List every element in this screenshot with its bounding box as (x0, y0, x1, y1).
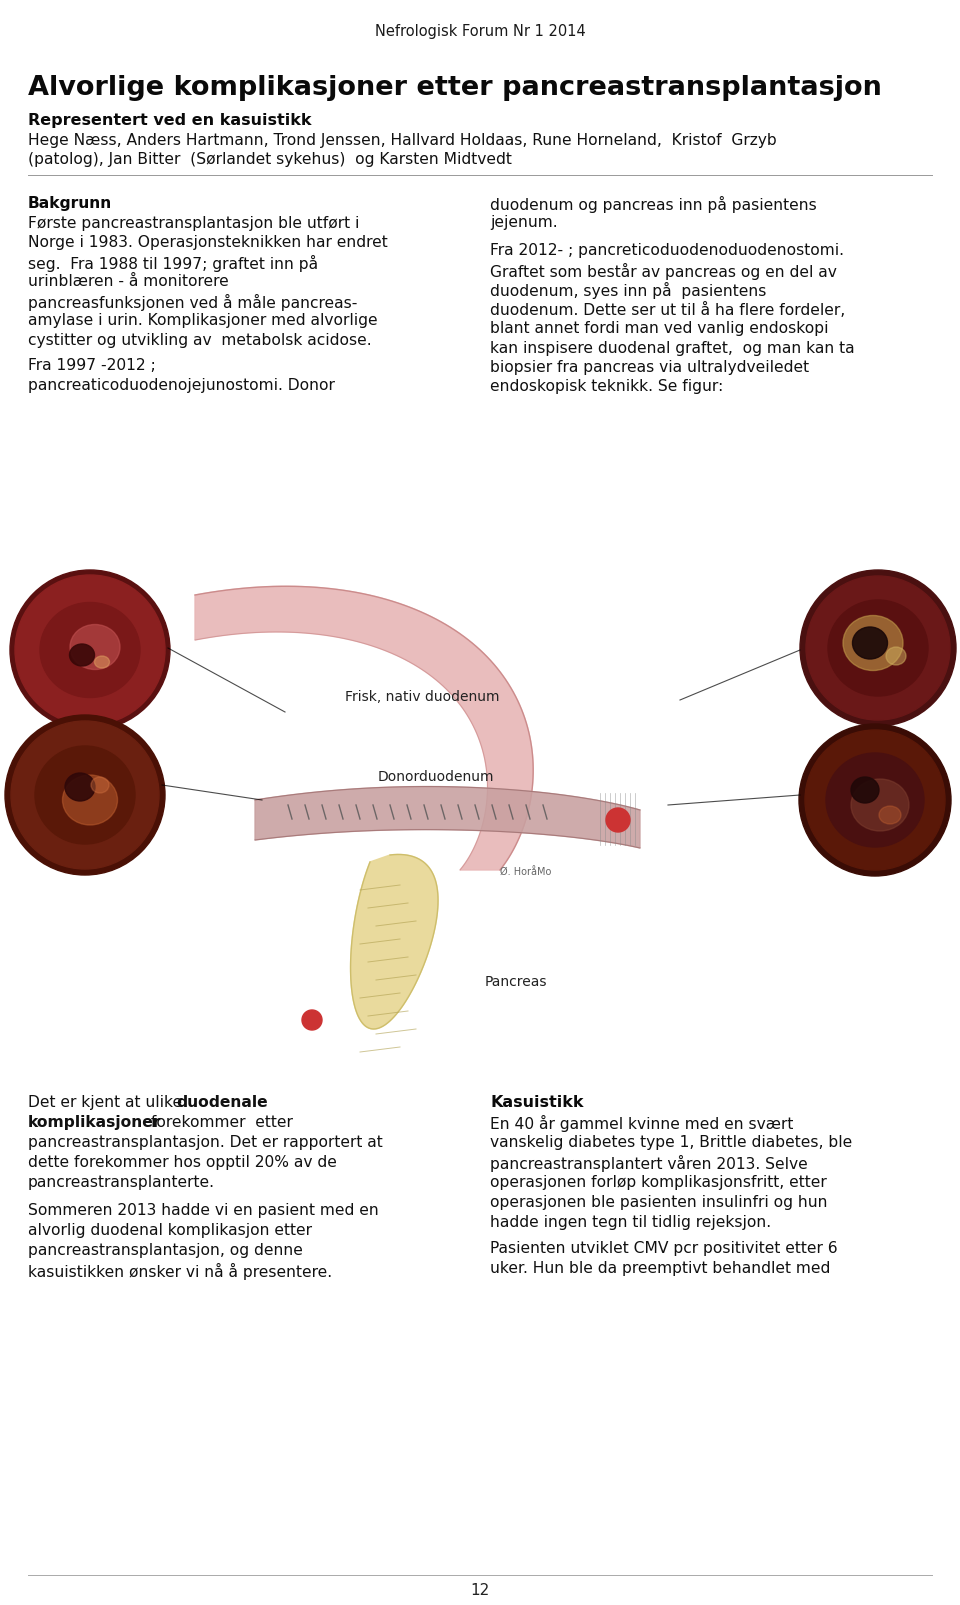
Text: duodenale: duodenale (176, 1095, 268, 1111)
Text: operasjonen ble pasienten insulinfri og hun: operasjonen ble pasienten insulinfri og … (490, 1196, 828, 1210)
Circle shape (799, 724, 951, 876)
Text: 12: 12 (470, 1583, 490, 1599)
Text: Alvorlige komplikasjoner etter pancreastransplantasjon: Alvorlige komplikasjoner etter pancreast… (28, 75, 882, 101)
Ellipse shape (40, 602, 140, 698)
Text: Graftet som består av pancreas og en del av: Graftet som består av pancreas og en del… (490, 263, 837, 279)
Circle shape (606, 807, 630, 831)
Text: operasjonen forløp komplikasjonsfritt, etter: operasjonen forløp komplikasjonsfritt, e… (490, 1175, 827, 1189)
Ellipse shape (879, 806, 901, 823)
Text: (patolog), Jan Bitter  (Sørlandet sykehus)  og Karsten Midtvedt: (patolog), Jan Bitter (Sørlandet sykehus… (28, 152, 512, 167)
Ellipse shape (852, 628, 887, 660)
Text: hadde ingen tegn til tidlig rejeksjon.: hadde ingen tegn til tidlig rejeksjon. (490, 1215, 771, 1229)
Ellipse shape (843, 615, 903, 671)
Ellipse shape (91, 777, 109, 793)
Text: Ø. HoråMo: Ø. HoråMo (500, 868, 551, 878)
Text: seg.  Fra 1988 til 1997; graftet inn på: seg. Fra 1988 til 1997; graftet inn på (28, 255, 318, 271)
Text: Kasuistikk: Kasuistikk (490, 1095, 584, 1111)
Text: pancreaticoduodenojejunostomi. Donor: pancreaticoduodenojejunostomi. Donor (28, 379, 335, 393)
Circle shape (10, 570, 170, 730)
Text: pancreastransplanterte.: pancreastransplanterte. (28, 1175, 215, 1189)
Ellipse shape (70, 624, 120, 669)
Polygon shape (195, 586, 533, 870)
Polygon shape (255, 786, 640, 847)
Ellipse shape (94, 656, 109, 668)
Circle shape (800, 570, 956, 725)
Text: forekommer  etter: forekommer etter (146, 1115, 293, 1130)
Polygon shape (350, 854, 438, 1029)
Text: urinblæren - å monitorere: urinblæren - å monitorere (28, 274, 228, 289)
Text: kasuistikken ønsker vi nå å presentere.: kasuistikken ønsker vi nå å presentere. (28, 1263, 332, 1281)
Text: Fra 2012- ; pancreticoduodenoduodenostomi.: Fra 2012- ; pancreticoduodenoduodenostom… (490, 242, 844, 258)
Text: pancreastransplantasjon, og denne: pancreastransplantasjon, og denne (28, 1242, 302, 1258)
Text: Bakgrunn: Bakgrunn (28, 196, 112, 210)
Circle shape (15, 575, 165, 725)
Text: blant annet fordi man ved vanlig endoskopi: blant annet fordi man ved vanlig endosko… (490, 321, 828, 335)
Text: Pasienten utviklet CMV pcr positivitet etter 6: Pasienten utviklet CMV pcr positivitet e… (490, 1241, 838, 1257)
Text: amylase i urin. Komplikasjoner med alvorlige: amylase i urin. Komplikasjoner med alvor… (28, 313, 377, 329)
Text: kan inspisere duodenal graftet,  og man kan ta: kan inspisere duodenal graftet, og man k… (490, 340, 854, 355)
Text: Første pancreastransplantasjon ble utført i: Første pancreastransplantasjon ble utfør… (28, 217, 359, 231)
Ellipse shape (62, 775, 117, 825)
Text: pancreastransplantasjon. Det er rapportert at: pancreastransplantasjon. Det er rapporte… (28, 1135, 383, 1151)
Text: komplikasjoner: komplikasjoner (28, 1115, 161, 1130)
Circle shape (805, 730, 945, 870)
Text: Frisk, nativ duodenum: Frisk, nativ duodenum (345, 690, 499, 705)
Text: Fra 1997 -2012 ;: Fra 1997 -2012 ; (28, 358, 156, 374)
Text: cystitter og utvikling av  metabolsk acidose.: cystitter og utvikling av metabolsk acid… (28, 332, 372, 348)
Text: uker. Hun ble da preemptivt behandlet med: uker. Hun ble da preemptivt behandlet me… (490, 1262, 830, 1276)
Text: biopsier fra pancreas via ultralydveiledet: biopsier fra pancreas via ultralydveiled… (490, 360, 809, 376)
Text: vanskelig diabetes type 1, Brittle diabetes, ble: vanskelig diabetes type 1, Brittle diabe… (490, 1135, 852, 1151)
Text: En 40 år gammel kvinne med en svært: En 40 år gammel kvinne med en svært (490, 1115, 793, 1132)
Text: duodenum. Dette ser ut til å ha flere fordeler,: duodenum. Dette ser ut til å ha flere fo… (490, 302, 845, 318)
Text: Donorduodenum: Donorduodenum (378, 770, 494, 783)
Ellipse shape (69, 644, 94, 666)
Text: duodenum, syes inn på  pasientens: duodenum, syes inn på pasientens (490, 282, 766, 299)
Text: Sommeren 2013 hadde vi en pasient med en: Sommeren 2013 hadde vi en pasient med en (28, 1204, 379, 1218)
Ellipse shape (35, 746, 135, 844)
Ellipse shape (828, 600, 928, 697)
Text: Det er kjent at ulike: Det er kjent at ulike (28, 1095, 187, 1111)
Circle shape (11, 721, 159, 868)
Ellipse shape (826, 753, 924, 847)
Text: Norge i 1983. Operasjonsteknikken har endret: Norge i 1983. Operasjonsteknikken har en… (28, 236, 388, 250)
Text: endoskopisk teknikk. Se figur:: endoskopisk teknikk. Se figur: (490, 379, 723, 395)
Ellipse shape (851, 777, 879, 802)
Ellipse shape (65, 774, 95, 801)
Circle shape (5, 714, 165, 875)
Circle shape (302, 1010, 322, 1030)
Text: pancreastransplantert våren 2013. Selve: pancreastransplantert våren 2013. Selve (490, 1156, 807, 1172)
Ellipse shape (886, 647, 906, 664)
Text: jejenum.: jejenum. (490, 215, 558, 231)
Text: Representert ved en kasuistikk: Representert ved en kasuistikk (28, 112, 311, 128)
Text: Pancreas: Pancreas (485, 974, 547, 989)
Text: Nefrologisk Forum Nr 1 2014: Nefrologisk Forum Nr 1 2014 (374, 24, 586, 39)
Text: Hege Næss, Anders Hartmann, Trond Jenssen, Hallvard Holdaas, Rune Horneland,  Kr: Hege Næss, Anders Hartmann, Trond Jensse… (28, 133, 777, 148)
Text: duodenum og pancreas inn på pasientens: duodenum og pancreas inn på pasientens (490, 196, 817, 213)
Text: alvorlig duodenal komplikasjon etter: alvorlig duodenal komplikasjon etter (28, 1223, 312, 1237)
Ellipse shape (851, 778, 909, 831)
Text: pancreasfunksjonen ved å måle pancreas-: pancreasfunksjonen ved å måle pancreas- (28, 294, 357, 311)
Circle shape (806, 576, 950, 721)
Text: dette forekommer hos opptil 20% av de: dette forekommer hos opptil 20% av de (28, 1156, 337, 1170)
